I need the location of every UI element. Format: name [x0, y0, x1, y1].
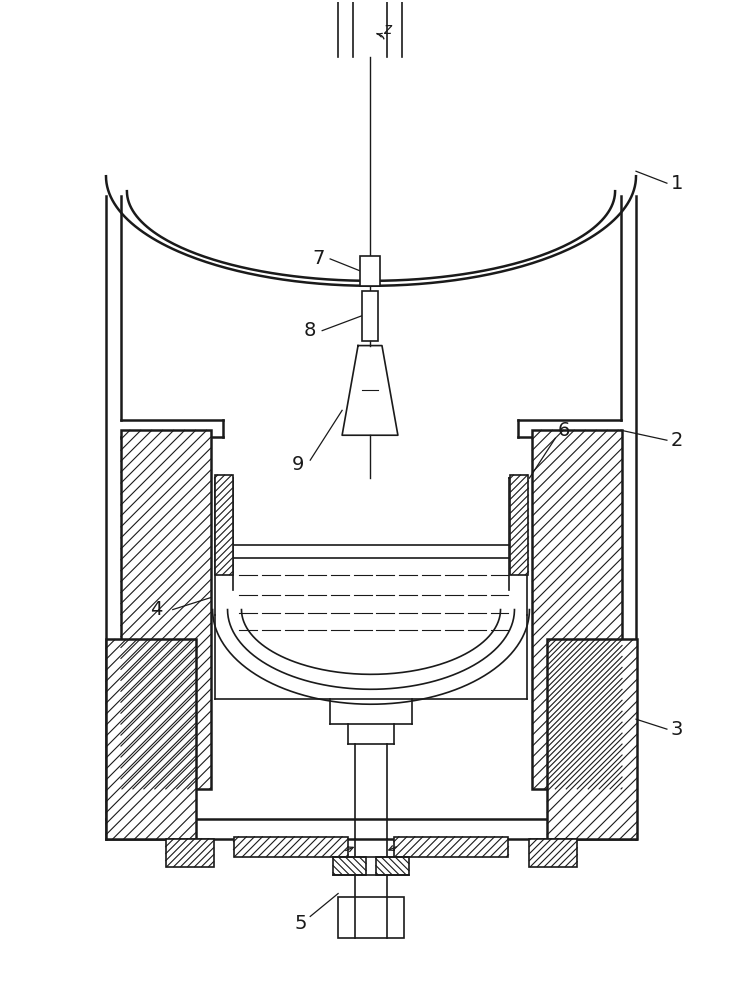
- Bar: [106, 639, 195, 839]
- Bar: [338, 897, 404, 938]
- Text: 2: 2: [671, 431, 684, 450]
- Text: 5: 5: [294, 914, 307, 933]
- Bar: [376, 857, 409, 875]
- Bar: [548, 639, 637, 839]
- Text: 8: 8: [304, 321, 317, 340]
- Text: 3: 3: [671, 720, 684, 739]
- Text: 7: 7: [312, 249, 325, 268]
- Text: 9: 9: [292, 455, 305, 474]
- Bar: [394, 837, 508, 857]
- FancyArrowPatch shape: [345, 847, 353, 852]
- Bar: [166, 839, 213, 867]
- Bar: [215, 475, 233, 575]
- Text: 4: 4: [149, 600, 162, 619]
- Bar: [360, 256, 380, 286]
- FancyArrowPatch shape: [377, 33, 383, 37]
- Text: z: z: [383, 22, 391, 37]
- Text: 6: 6: [557, 421, 570, 440]
- Text: 1: 1: [671, 174, 684, 193]
- Bar: [362, 291, 378, 341]
- Bar: [233, 837, 348, 857]
- FancyArrowPatch shape: [389, 846, 396, 850]
- Bar: [533, 430, 622, 789]
- Bar: [530, 839, 577, 867]
- Bar: [510, 475, 528, 575]
- Bar: [121, 430, 210, 789]
- Bar: [333, 857, 366, 875]
